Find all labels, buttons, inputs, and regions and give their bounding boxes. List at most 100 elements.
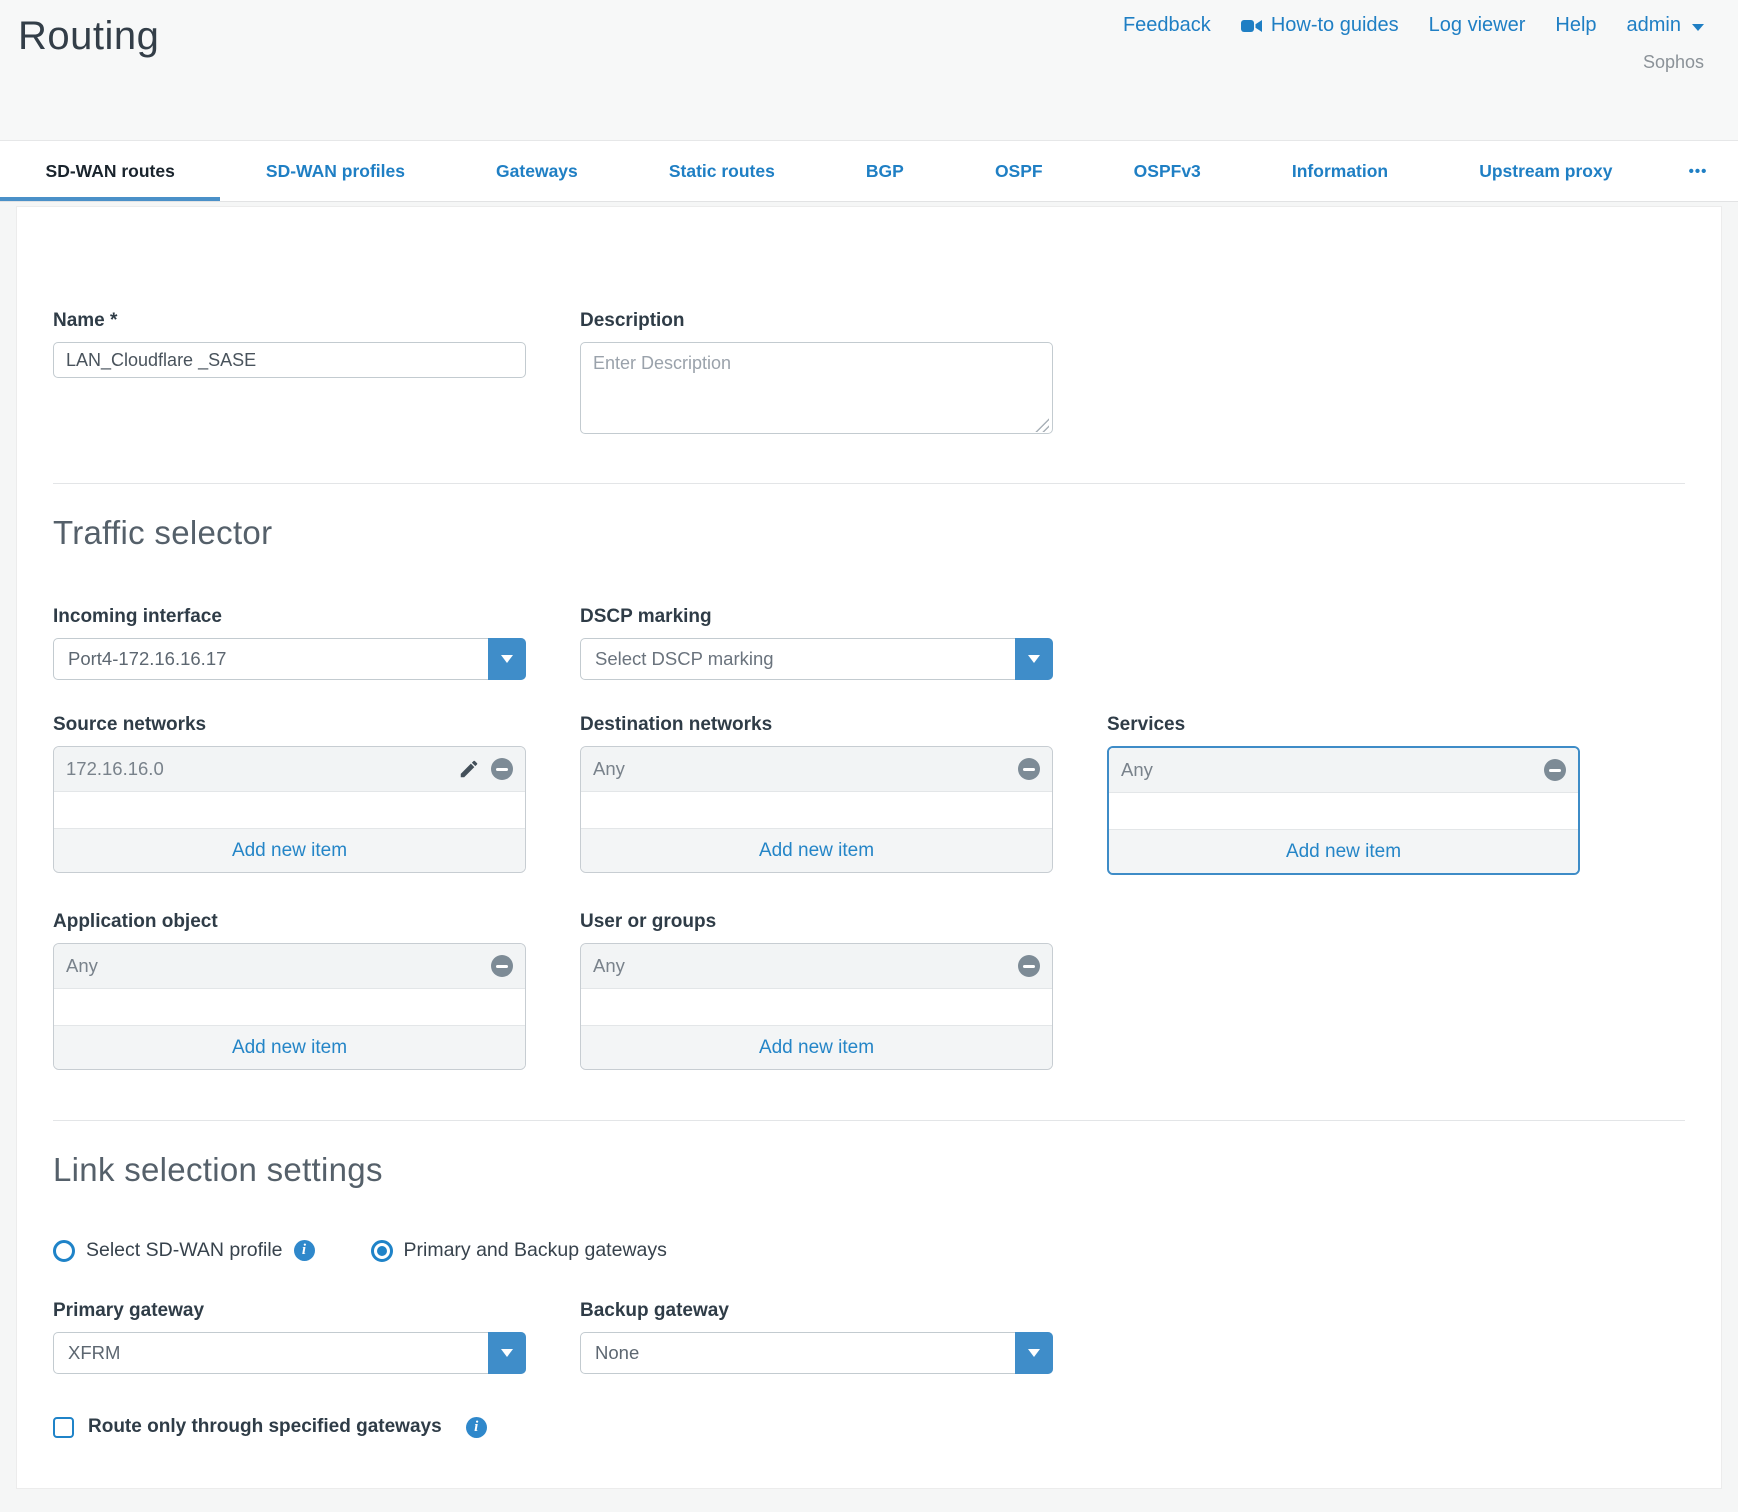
list-empty-area (581, 989, 1052, 1025)
incoming-interface-value: Port4-172.16.16.17 (68, 648, 227, 669)
info-icon[interactable]: i (293, 1240, 315, 1261)
user-or-groups-label: User or groups (580, 911, 717, 932)
list-item: Any (581, 747, 1052, 792)
services-listbox: Any Add new item (1107, 746, 1580, 875)
radio-icon[interactable] (53, 1239, 75, 1262)
list-item: Any (581, 944, 1052, 989)
route-only-checkbox[interactable] (53, 1416, 74, 1438)
header: Routing Feedback How-to guides Log viewe… (0, 0, 1738, 140)
help-label: Help (1555, 14, 1597, 36)
link-selection-radio-group: Select SD-WAN profile i Primary and Back… (53, 1239, 1685, 1262)
add-new-item-button[interactable]: Add new item (581, 1025, 1052, 1069)
howto-guides-label: How-to guides (1270, 14, 1399, 36)
list-item: Any (1109, 748, 1578, 793)
backup-gateway-group: Backup gateway None (580, 1300, 1053, 1374)
services-label: Services (1107, 714, 1186, 735)
primary-gateway-label: Primary gateway (53, 1300, 205, 1321)
destination-networks-group: Destination networks Any Add new item (580, 714, 1053, 873)
chevron-down-icon (1692, 23, 1704, 31)
radio-primary-backup-gateways[interactable]: Primary and Backup gateways (370, 1239, 667, 1262)
add-new-item-button[interactable]: Add new item (581, 828, 1052, 872)
name-input[interactable] (53, 342, 526, 378)
admin-menu[interactable]: admin (1627, 14, 1704, 37)
backup-gateway-select[interactable]: None (580, 1332, 1053, 1374)
help-link[interactable]: Help (1555, 14, 1596, 37)
section-divider (53, 1120, 1685, 1121)
list-item-value: 172.16.16.0 (66, 758, 164, 779)
primary-gateway-select[interactable]: XFRM (53, 1332, 526, 1374)
tab-more[interactable]: ••• (1688, 162, 1708, 180)
edit-pencil-icon[interactable] (458, 758, 480, 780)
backup-gateway-label: Backup gateway (580, 1300, 729, 1321)
tab-sdwan-routes[interactable]: SD-WAN routes (0, 141, 221, 201)
route-only-row: Route only through specified gateways i (53, 1416, 1685, 1438)
dscp-marking-select[interactable]: Select DSCP marking (580, 638, 1053, 680)
description-textarea[interactable] (580, 342, 1053, 434)
source-networks-listbox: 172.16.16.0 Add new item (53, 746, 526, 873)
list-empty-area (1109, 793, 1578, 829)
chevron-down-icon[interactable] (488, 638, 526, 680)
radio-label: Primary and Backup gateways (403, 1239, 667, 1261)
radio-select-sdwan-profile[interactable]: Select SD-WAN profile i (53, 1239, 315, 1262)
add-new-item-button[interactable]: Add new item (54, 828, 525, 872)
radio-icon-checked[interactable] (370, 1239, 393, 1262)
destination-networks-listbox: Any Add new item (580, 746, 1053, 873)
log-viewer-label: Log viewer (1428, 14, 1526, 36)
description-label: Description (580, 310, 685, 331)
list-item-value: Any (1121, 759, 1153, 780)
name-field-group: Name * (53, 310, 526, 378)
remove-item-icon[interactable] (491, 758, 513, 780)
log-viewer-link[interactable]: Log viewer (1429, 14, 1526, 37)
tab-bgp[interactable]: BGP (865, 160, 904, 181)
admin-label: admin (1626, 14, 1681, 36)
chevron-down-icon[interactable] (1015, 1332, 1053, 1374)
tab-ospf[interactable]: OSPF (994, 160, 1043, 181)
tab-ospfv3[interactable]: OSPFv3 (1133, 160, 1201, 181)
incoming-interface-select[interactable]: Port4-172.16.16.17 (53, 638, 526, 680)
add-new-item-button[interactable]: Add new item (1109, 829, 1578, 873)
list-empty-area (54, 989, 525, 1025)
add-new-item-button[interactable]: Add new item (54, 1025, 525, 1069)
chevron-down-icon[interactable] (1015, 638, 1053, 680)
video-icon (1240, 19, 1262, 33)
name-label: Name * (53, 310, 118, 331)
dscp-marking-label: DSCP marking (580, 606, 712, 627)
list-item-value: Any (66, 955, 98, 976)
list-item: Any (54, 944, 525, 989)
list-empty-area (581, 792, 1052, 828)
application-object-label: Application object (53, 911, 218, 932)
radio-label: Select SD-WAN profile (86, 1239, 283, 1261)
chevron-down-icon[interactable] (488, 1332, 526, 1374)
page-title: Routing (18, 14, 160, 58)
tab-upstream-proxy[interactable]: Upstream proxy (1479, 160, 1613, 181)
source-networks-label: Source networks (53, 714, 207, 735)
dscp-marking-group: DSCP marking Select DSCP marking (580, 606, 1053, 680)
info-icon[interactable]: i (465, 1416, 487, 1438)
section-divider (53, 483, 1685, 484)
link-selection-heading: Link selection settings (53, 1151, 383, 1188)
traffic-selector-heading: Traffic selector (53, 514, 273, 551)
user-or-groups-listbox: Any Add new item (580, 943, 1053, 1070)
list-item-value: Any (593, 758, 625, 779)
remove-item-icon[interactable] (1018, 758, 1040, 780)
incoming-interface-label: Incoming interface (53, 606, 222, 627)
tab-sdwan-profiles[interactable]: SD-WAN profiles (265, 160, 405, 181)
remove-item-icon[interactable] (1018, 955, 1040, 977)
howto-guides-link[interactable]: How-to guides (1240, 14, 1399, 37)
services-group: Services Any Add new item (1107, 714, 1580, 875)
tab-gateways[interactable]: Gateways (496, 160, 578, 181)
tab-static-routes[interactable]: Static routes (668, 160, 775, 181)
list-empty-area (54, 792, 525, 828)
primary-gateway-group: Primary gateway XFRM (53, 1300, 526, 1374)
feedback-link[interactable]: Feedback (1123, 14, 1211, 37)
primary-gateway-value: XFRM (68, 1342, 121, 1363)
dscp-marking-value: Select DSCP marking (595, 648, 774, 669)
route-only-label: Route only through specified gateways (88, 1416, 442, 1437)
application-object-listbox: Any Add new item (53, 943, 526, 1070)
remove-item-icon[interactable] (491, 955, 513, 977)
list-item: 172.16.16.0 (54, 747, 525, 792)
user-or-groups-group: User or groups Any Add new item (580, 911, 1053, 1070)
tab-information[interactable]: Information (1291, 160, 1389, 181)
remove-item-icon[interactable] (1544, 759, 1566, 781)
top-nav: Feedback How-to guides Log viewer Help a… (1123, 14, 1704, 37)
